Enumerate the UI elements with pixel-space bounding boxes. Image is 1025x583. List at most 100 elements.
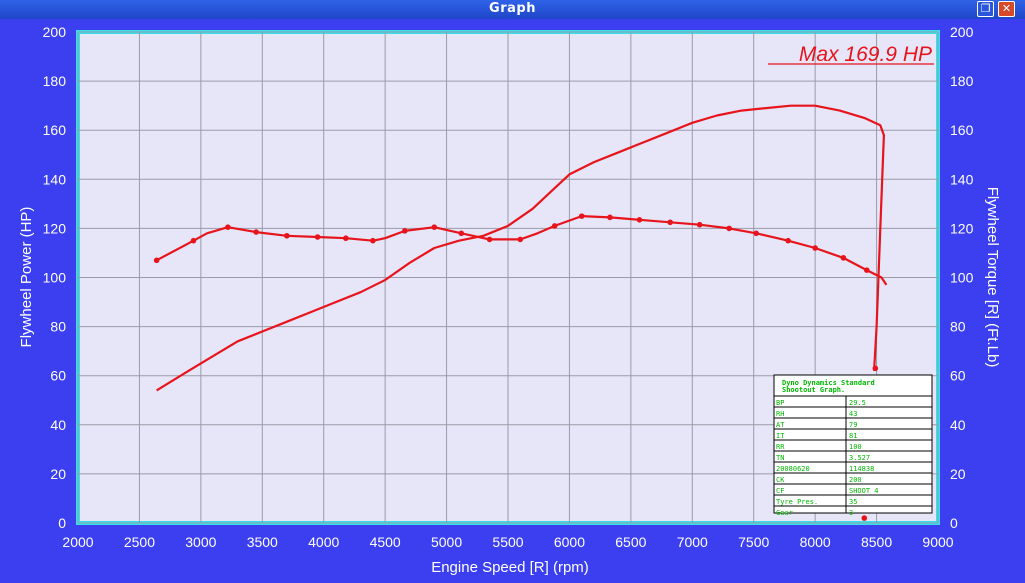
restore-icon[interactable]: ❐ (977, 1, 994, 17)
info-table-key: Gear (776, 509, 793, 517)
data-point (343, 235, 349, 242)
data-point (370, 237, 376, 244)
grid (77, 31, 939, 524)
x-tick-label: 6000 (554, 534, 585, 550)
x-tick-label: 4500 (370, 534, 401, 550)
y-tick-labels-right: 0 20 40 60 80 100 120 140 160 180 200 (950, 24, 974, 531)
info-table-value: 100 (849, 443, 862, 451)
x-tick-label: 3500 (247, 534, 278, 550)
y-tick-label: 80 (50, 319, 66, 335)
series-line-2 (156, 215, 888, 286)
window-title: Graph (489, 1, 536, 16)
info-table-value: 43 (849, 410, 857, 418)
x-tick-labels: 2000 2500 3000 3500 4000 4500 5000 5500 6000 6500… (62, 534, 953, 550)
x-tick-label: 7500 (738, 534, 769, 550)
y-tick-label: 200 (43, 24, 67, 40)
data-point (402, 228, 408, 234)
data-point (785, 237, 791, 244)
info-table-value: 114838 (849, 465, 874, 473)
data-point (431, 224, 438, 230)
y-tick-label-right: 80 (950, 319, 966, 335)
window-titlebar: Graph ❐ ✕ (0, 0, 1025, 19)
data-point (667, 219, 673, 226)
data-point (812, 245, 818, 251)
data-point (517, 236, 524, 243)
data-point (753, 230, 759, 237)
x-tick-label: 5500 (492, 534, 523, 550)
data-point (153, 257, 160, 264)
info-table-value: 35 (849, 498, 857, 506)
y-tick-label-right: 60 (950, 368, 966, 384)
info-table-heading: Dyno Dynamics Standard (782, 379, 875, 387)
x-tick-label: 7000 (677, 534, 708, 550)
data-point (872, 365, 879, 372)
x-axis-label: Engine Speed [R] (rpm) (431, 559, 589, 576)
data-point (253, 229, 259, 235)
data-point (607, 214, 613, 221)
y-tick-label-right: 140 (950, 171, 974, 187)
y-tick-label: 20 (50, 466, 66, 482)
y-tick-label: 120 (43, 220, 67, 236)
info-table-key: TN (776, 454, 784, 462)
x-tick-label: 8500 (861, 534, 892, 550)
y-tick-label-right: 120 (950, 220, 974, 236)
y-tick-label: 40 (50, 417, 66, 433)
data-point (578, 213, 585, 219)
y-tick-label-right: 40 (950, 417, 966, 433)
data-point (551, 223, 558, 229)
data-point (636, 217, 643, 223)
data-point (863, 267, 870, 273)
x-tick-label: 8000 (800, 534, 831, 550)
y-tick-labels: 0 20 40 60 80 100 120 140 160 180 200 (43, 24, 67, 531)
markers (153, 213, 879, 521)
y-tick-label-right: 100 (950, 270, 974, 286)
x-tick-label: 9000 (922, 534, 953, 550)
x-tick-label: 2000 (62, 534, 93, 550)
info-table-box (773, 374, 933, 514)
data-point (486, 236, 493, 243)
close-icon[interactable]: ✕ (998, 1, 1015, 17)
info-table-key: RH (776, 410, 784, 418)
data-point (314, 234, 321, 240)
y-tick-label: 0 (58, 515, 66, 531)
data-point (696, 221, 703, 228)
dyno-chart: 2000 2500 3000 3500 4000 4500 5000 5500 6000 6500… (18, 24, 1001, 576)
info-table-value: 81 (849, 432, 857, 440)
info-table-key: Tyre Pres. (776, 498, 818, 506)
info-table-heading: Shootout Graph. (782, 386, 845, 394)
info-table-value: 3 (849, 509, 853, 517)
info-table-key: CK (776, 476, 785, 484)
info-table-key: 20080620 (776, 465, 810, 473)
info-table-key: CF (776, 487, 784, 495)
x-tick-label: 4000 (308, 534, 339, 550)
y-axis-label: Flywheel Power (HP) (18, 207, 35, 348)
data-point (225, 224, 231, 230)
y-tick-label: 100 (43, 270, 67, 286)
graph-frame: 2000 2500 3000 3500 4000 4500 5000 5500 6000 6500… (0, 19, 1025, 583)
info-table-value: 29.5 (849, 399, 866, 407)
y-tick-label-right: 200 (950, 24, 974, 40)
y-tick-label: 140 (43, 171, 67, 187)
info-table-value: 3.527 (849, 454, 870, 462)
series-line-1 (156, 104, 885, 392)
info-table-key: IT (776, 432, 785, 440)
data-point (861, 515, 868, 521)
data-point (458, 230, 465, 237)
y-tick-label: 160 (43, 122, 67, 138)
info-table-key: BP (776, 399, 784, 407)
y-tick-label: 60 (50, 368, 66, 384)
y-tick-label-right: 180 (950, 73, 974, 89)
y-tick-label-right: 160 (950, 122, 974, 138)
y-tick-label-right: 0 (950, 515, 958, 531)
data-point (190, 237, 197, 244)
curves (156, 104, 888, 392)
y-tick-label: 180 (43, 73, 67, 89)
y-axis-label-right: Flywheel Torque [R] (Ft.Lb) (984, 187, 1001, 368)
info-table-key: RR (776, 443, 785, 451)
data-point (726, 225, 732, 232)
y-tick-label-right: 20 (950, 466, 966, 482)
info-table-key: AT (776, 421, 785, 429)
info-table-value: 79 (849, 421, 857, 429)
x-tick-label: 5000 (431, 534, 462, 550)
x-tick-label: 6500 (615, 534, 646, 550)
